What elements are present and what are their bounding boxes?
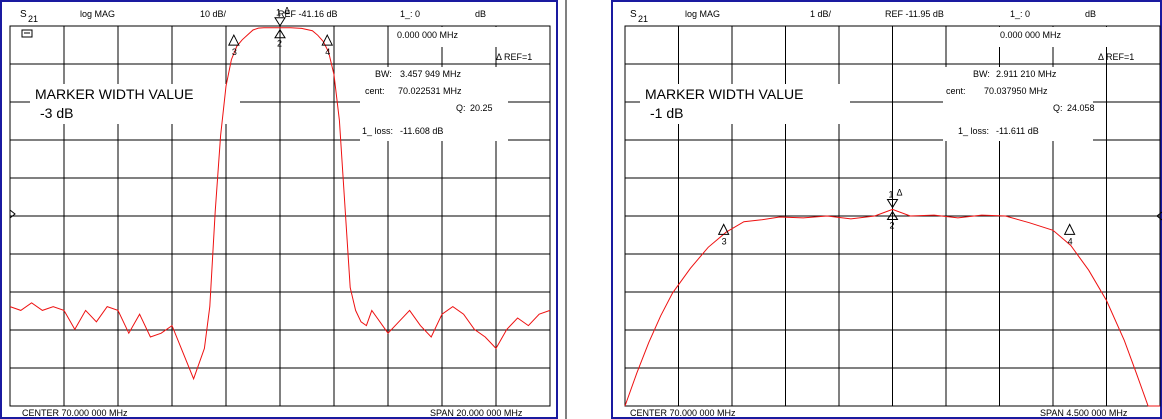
- right-marker-1-label: 1: [889, 190, 894, 200]
- left-marker-1: [274, 17, 286, 27]
- left-trace-line: [9, 27, 551, 381]
- right-marker-2-label: 2: [890, 221, 895, 231]
- left-frame: [0, 0, 558, 419]
- left-marker-4: [321, 33, 334, 46]
- left-center-label: CENTER 70.000 000 MHz: [22, 408, 128, 418]
- left-format: log MAG: [80, 9, 115, 19]
- left-loss-label: 1_ loss:: [362, 126, 393, 136]
- left-marker-readout: 1_: 0: [400, 9, 420, 19]
- left-width-setting: -3 dB: [40, 105, 73, 121]
- right-panel: S 21 log MAG 1 dB/ REF -11.95 dB 1_: 0 d…: [565, 0, 1162, 419]
- right-scale: 1 dB/: [810, 9, 832, 19]
- right-trace-param: S: [630, 9, 637, 20]
- left-trace-param-sub: 21: [28, 14, 38, 24]
- left-bw-value: 3.457 949 MHz: [400, 69, 462, 79]
- right-q-value: 24.058: [1067, 103, 1095, 113]
- right-width-setting: -1 dB: [650, 105, 683, 121]
- left-panel: S 21 log MAG 10 dB/ REF -41.16 dB 1_: 0 …: [0, 0, 558, 419]
- left-marker-1-delta: Δ: [284, 6, 290, 16]
- right-center-label: CENTER 70.000 000 MHz: [630, 408, 736, 418]
- left-freq-box: [395, 27, 549, 47]
- right-marker-freq: 0.000 000 MHz: [1000, 30, 1062, 40]
- left-ref-level: REF -41.16 dB: [278, 9, 338, 19]
- right-trace-param-sub: 21: [638, 14, 648, 24]
- left-marker-2-label: 2: [277, 39, 282, 49]
- left-cent-value: 70.022531 MHz: [398, 86, 462, 96]
- right-plot: 1 Δ 2 3 4: [624, 188, 1160, 407]
- right-marker-3-label: 3: [722, 236, 727, 246]
- left-trace-icon: [21, 29, 33, 38]
- left-span-label: SPAN 20.000 000 MHz: [430, 408, 523, 418]
- left-marker-1-label: 1: [276, 8, 281, 18]
- right-ref-arrow: [1156, 211, 1162, 221]
- right-title-box: [640, 84, 850, 124]
- left-marker-4-label: 4: [325, 47, 330, 57]
- left-marker-3-label: 3: [232, 47, 237, 57]
- right-marker-1-delta: Δ: [897, 188, 903, 198]
- right-ref-delta: Δ: [1098, 52, 1104, 62]
- right-marker-4-label: 4: [1068, 236, 1073, 246]
- left-q-value: 20.25: [470, 103, 493, 113]
- left-scale: 10 dB/: [200, 9, 227, 19]
- left-marker-unit: dB: [475, 9, 486, 19]
- left-q-label: Q:: [456, 103, 466, 113]
- left-stats-box: [360, 67, 508, 141]
- left-cent-label: cent:: [365, 86, 385, 96]
- right-bw-label: BW:: [973, 69, 990, 79]
- right-loss-label: 1_ loss:: [958, 126, 989, 136]
- left-ref-marker: REF=1: [504, 52, 532, 62]
- left-plot: 1 Δ23 4: [9, 6, 551, 381]
- right-frame: [611, 0, 1162, 419]
- right-freq-box: [995, 27, 1155, 47]
- right-ref-marker: REF=1: [1106, 52, 1134, 62]
- right-marker-4: [1063, 223, 1076, 235]
- right-ref-level: REF -11.95 dB: [885, 9, 944, 19]
- left-bw-label: BW:: [375, 69, 392, 79]
- right-q-label: Q:: [1053, 103, 1063, 113]
- left-title-box: [30, 84, 240, 124]
- left-gridlines: [10, 26, 550, 406]
- right-cent-label: cent:: [946, 86, 966, 96]
- right-marker-2: [886, 210, 899, 221]
- left-marker-3: [228, 33, 240, 46]
- right-loss-value: -11.611 dB: [996, 126, 1039, 136]
- right-width-title: MARKER WIDTH VALUE: [645, 86, 803, 102]
- left-width-title: MARKER WIDTH VALUE: [35, 86, 193, 102]
- right-marker-unit: dB: [1085, 9, 1096, 19]
- right-marker-3: [717, 223, 730, 235]
- right-span-label: SPAN 4.500 000 MHz: [1040, 408, 1128, 418]
- left-loss-value: -11.608 dB: [400, 126, 443, 136]
- right-bw-value: 2.911 210 MHz: [996, 69, 1057, 79]
- left-ref-arrow: [9, 208, 16, 220]
- right-stats-box: [943, 67, 1093, 141]
- left-marker-freq: 0.000 000 MHz: [397, 30, 459, 40]
- right-marker-1: [886, 199, 899, 209]
- left-ref-delta: Δ: [496, 52, 502, 62]
- left-marker-2: [274, 28, 286, 39]
- left-trace-param: S: [20, 9, 27, 20]
- right-marker-readout: 1_: 0: [1010, 9, 1030, 19]
- right-trace-line: [624, 208, 1160, 407]
- right-format: log MAG: [685, 9, 720, 19]
- right-cent-value: 70.037950 MHz: [984, 86, 1048, 96]
